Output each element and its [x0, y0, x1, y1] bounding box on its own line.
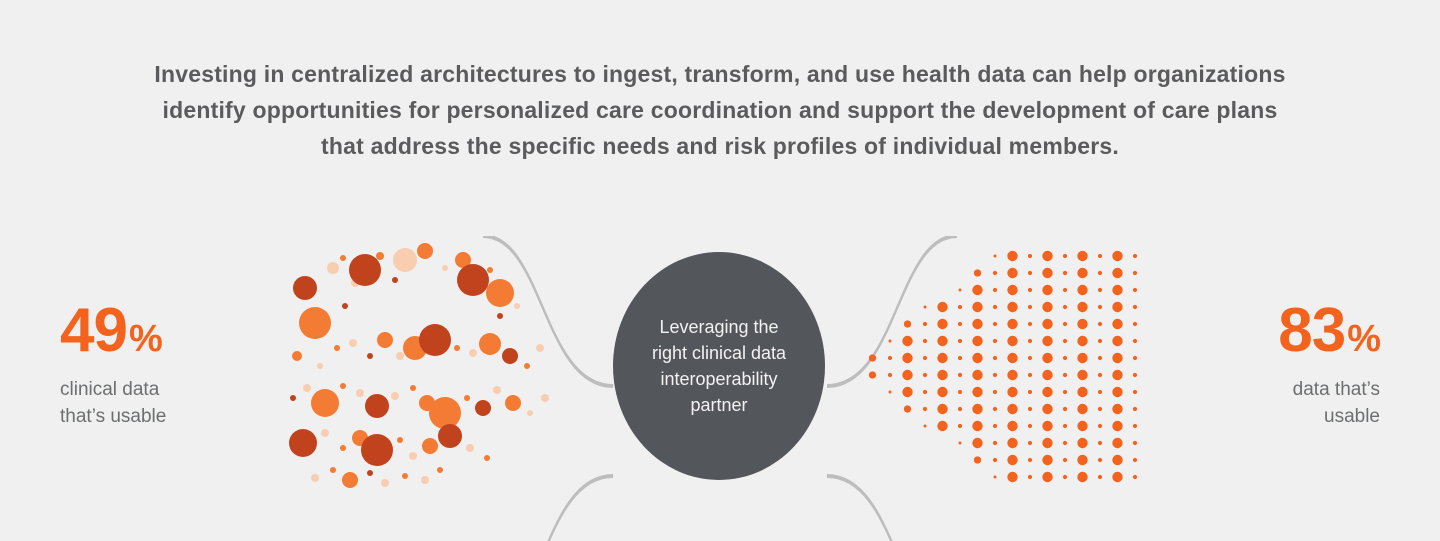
center-message-circle: Leveraging the right clinical data inter…	[613, 252, 825, 480]
connector-left-bottom	[483, 366, 613, 541]
stat-clinical-data: 49% clinical data that’s usable	[60, 300, 280, 430]
headline-line-1: Investing in centralized architectures t…	[80, 56, 1360, 92]
stat-number-left: 49%	[60, 300, 280, 362]
grid-dot-cluster	[845, 248, 1175, 498]
infographic-page: Investing in centralized architectures t…	[0, 0, 1440, 541]
stat-label-right: data that’s usable	[1160, 376, 1380, 430]
headline-text: Investing in centralized architectures t…	[80, 56, 1360, 164]
stat-label-left: clinical data that’s usable	[60, 376, 280, 430]
center-circle-text: Leveraging the right clinical data inter…	[652, 314, 786, 418]
headline-line-3: that address the specific needs and risk…	[80, 128, 1360, 164]
stat-usable-data: 83% data that’s usable	[1160, 300, 1380, 430]
stat-number-right: 83%	[1160, 300, 1380, 362]
headline-line-2: identify opportunities for personalized …	[80, 92, 1360, 128]
